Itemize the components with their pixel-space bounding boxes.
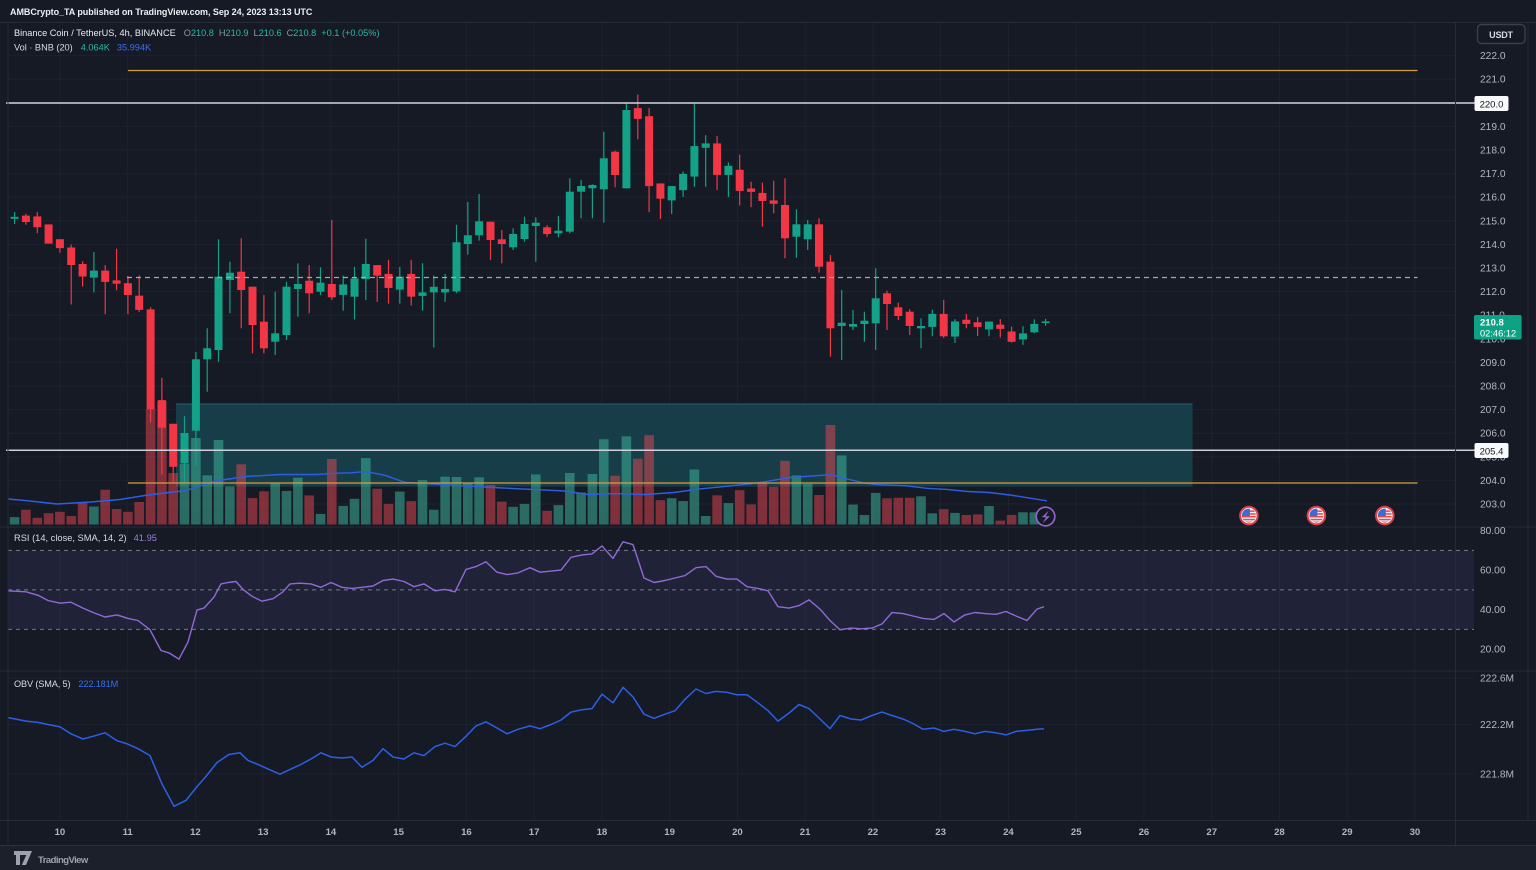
svg-text:60.00: 60.00 xyxy=(1480,566,1506,577)
svg-text:26: 26 xyxy=(1139,827,1150,838)
svg-text:204.0: 204.0 xyxy=(1480,476,1506,487)
svg-text:11: 11 xyxy=(123,827,134,838)
svg-text:215.0: 215.0 xyxy=(1480,216,1506,227)
svg-text:210.8: 210.8 xyxy=(1480,318,1504,329)
svg-text:28: 28 xyxy=(1274,827,1285,838)
svg-text:29: 29 xyxy=(1342,827,1353,838)
svg-text:02:46:12: 02:46:12 xyxy=(1480,329,1516,339)
svg-text:21: 21 xyxy=(800,827,811,838)
svg-text:208.0: 208.0 xyxy=(1480,382,1506,393)
svg-text:19: 19 xyxy=(664,827,675,838)
svg-text:AMBCrypto_TA published on Trad: AMBCrypto_TA published on TradingView.co… xyxy=(10,7,313,17)
svg-text:221.8M: 221.8M xyxy=(1480,769,1514,780)
svg-text:17: 17 xyxy=(529,827,540,838)
svg-text:TradingView: TradingView xyxy=(38,855,89,866)
svg-text:222.0: 222.0 xyxy=(1480,51,1506,62)
svg-text:10: 10 xyxy=(55,827,66,838)
svg-text:218.0: 218.0 xyxy=(1480,146,1506,157)
svg-text:206.0: 206.0 xyxy=(1480,429,1506,440)
svg-text:222.2M: 222.2M xyxy=(1480,720,1514,731)
svg-text:24: 24 xyxy=(1003,827,1014,838)
svg-text:12: 12 xyxy=(190,827,201,838)
svg-text:27: 27 xyxy=(1206,827,1217,838)
svg-text:207.0: 207.0 xyxy=(1480,405,1506,416)
svg-text:219.0: 219.0 xyxy=(1480,122,1506,133)
svg-text:13: 13 xyxy=(258,827,269,838)
svg-text:23: 23 xyxy=(935,827,946,838)
svg-text:205.4: 205.4 xyxy=(1480,447,1504,458)
svg-text:14: 14 xyxy=(326,827,337,838)
svg-text:203.0: 203.0 xyxy=(1480,500,1506,511)
svg-text:15: 15 xyxy=(393,827,404,838)
svg-text:216.0: 216.0 xyxy=(1480,193,1506,204)
svg-text:210.0: 210.0 xyxy=(1480,334,1506,345)
svg-text:18: 18 xyxy=(597,827,608,838)
svg-text:217.0: 217.0 xyxy=(1480,169,1506,180)
svg-text:222.6M: 222.6M xyxy=(1480,674,1514,685)
svg-text:USDT: USDT xyxy=(1489,30,1513,40)
svg-text:221.0: 221.0 xyxy=(1480,75,1506,86)
svg-text:20: 20 xyxy=(732,827,743,838)
svg-text:220.0: 220.0 xyxy=(1480,100,1504,111)
svg-text:Binance Coin / TetherUS, 4h, B: Binance Coin / TetherUS, 4h, BINANCE O210… xyxy=(14,28,380,38)
svg-text:25: 25 xyxy=(1071,827,1082,838)
svg-text:212.0: 212.0 xyxy=(1480,287,1506,298)
svg-text:RSI (14, close, SMA, 14, 2)41.: RSI (14, close, SMA, 14, 2) 41.95 xyxy=(14,533,157,543)
svg-text:40.00: 40.00 xyxy=(1480,605,1506,616)
svg-text:OBV (SMA, 5)222.181M: OBV (SMA, 5) 222.181M xyxy=(14,679,118,689)
svg-text:30: 30 xyxy=(1410,827,1421,838)
svg-text:214.0: 214.0 xyxy=(1480,240,1506,251)
svg-text:20.00: 20.00 xyxy=(1480,645,1506,656)
svg-text:213.0: 213.0 xyxy=(1480,264,1506,275)
svg-text:16: 16 xyxy=(461,827,472,838)
svg-text:209.0: 209.0 xyxy=(1480,358,1506,369)
svg-text:80.00: 80.00 xyxy=(1480,526,1506,537)
svg-text:22: 22 xyxy=(868,827,879,838)
